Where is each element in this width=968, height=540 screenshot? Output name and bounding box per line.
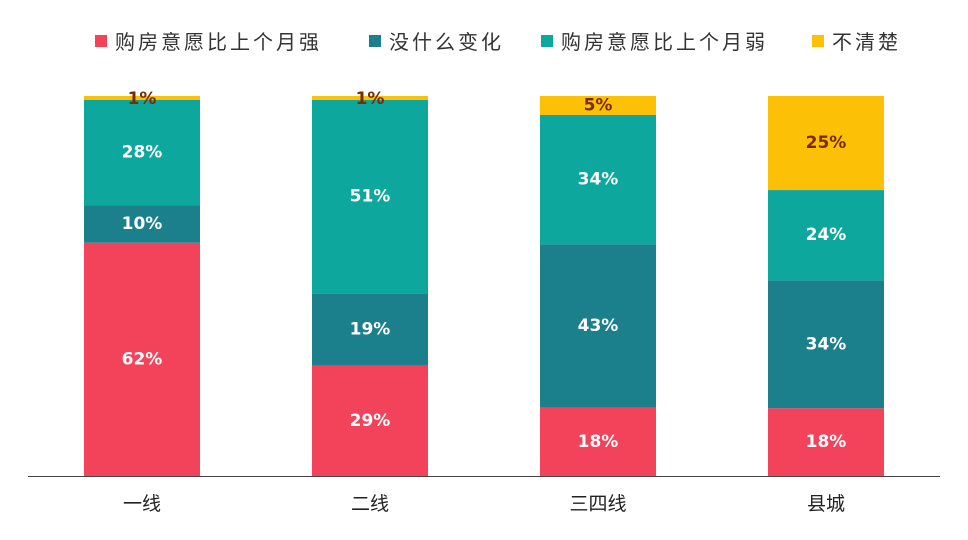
data-label: 29%: [350, 411, 391, 431]
legend-item: 不清楚: [812, 26, 901, 55]
bar-segment: [768, 190, 884, 281]
bar-segment: [84, 205, 200, 243]
bar-segment: [312, 99, 428, 294]
bar-segment: [768, 408, 884, 476]
data-label: 10%: [122, 214, 163, 234]
x-tick-label: 三四线: [569, 493, 626, 515]
data-label: 1%: [356, 89, 385, 109]
legend-item: 购房意愿比上个月弱: [541, 26, 768, 55]
bar-segment: [768, 96, 884, 191]
bar-segment: [84, 96, 200, 100]
bar-segment: [312, 96, 428, 100]
legend-label: 不清楚: [832, 30, 901, 54]
x-tick-label: 一线: [123, 493, 161, 515]
legend-item: 没什么变化: [369, 26, 504, 55]
legend-swatch: [812, 34, 824, 47]
legend-label: 购房意愿比上个月强: [115, 30, 322, 54]
data-label: 18%: [578, 432, 619, 452]
data-label: 24%: [806, 225, 847, 245]
bar-segment: [540, 407, 656, 476]
legend-swatch: [369, 34, 381, 47]
legend: 购房意愿比上个月强 没什么变化 购房意愿比上个月弱 不清楚: [0, 26, 968, 56]
data-label: 19%: [350, 320, 391, 340]
data-label: 18%: [806, 432, 847, 452]
bar-segment: [540, 96, 656, 115]
data-label: 1%: [128, 89, 157, 109]
data-label: 43%: [578, 316, 619, 336]
data-label: 28%: [122, 142, 163, 162]
bar-segment: [768, 280, 884, 409]
data-label: 34%: [578, 170, 619, 190]
bar-segment: [84, 242, 200, 476]
data-label: 34%: [806, 334, 847, 354]
x-tick-label: 二线: [351, 493, 389, 515]
data-label: 51%: [350, 187, 391, 207]
bar-segment: [312, 293, 428, 366]
bar-segment: [84, 99, 200, 206]
legend-item: 购房意愿比上个月强: [95, 26, 322, 55]
legend-swatch: [95, 34, 107, 47]
data-label: 25%: [806, 133, 847, 153]
legend-label: 没什么变化: [389, 30, 504, 54]
data-label: 62%: [122, 349, 163, 369]
bar-segment: [540, 244, 656, 408]
legend-swatch: [541, 34, 553, 47]
bar-segment: [312, 365, 428, 476]
legend-label: 购房意愿比上个月弱: [561, 30, 768, 54]
bar-segment: [540, 115, 656, 245]
x-tick-label: 县城: [807, 493, 845, 515]
data-label: 5%: [584, 96, 613, 116]
